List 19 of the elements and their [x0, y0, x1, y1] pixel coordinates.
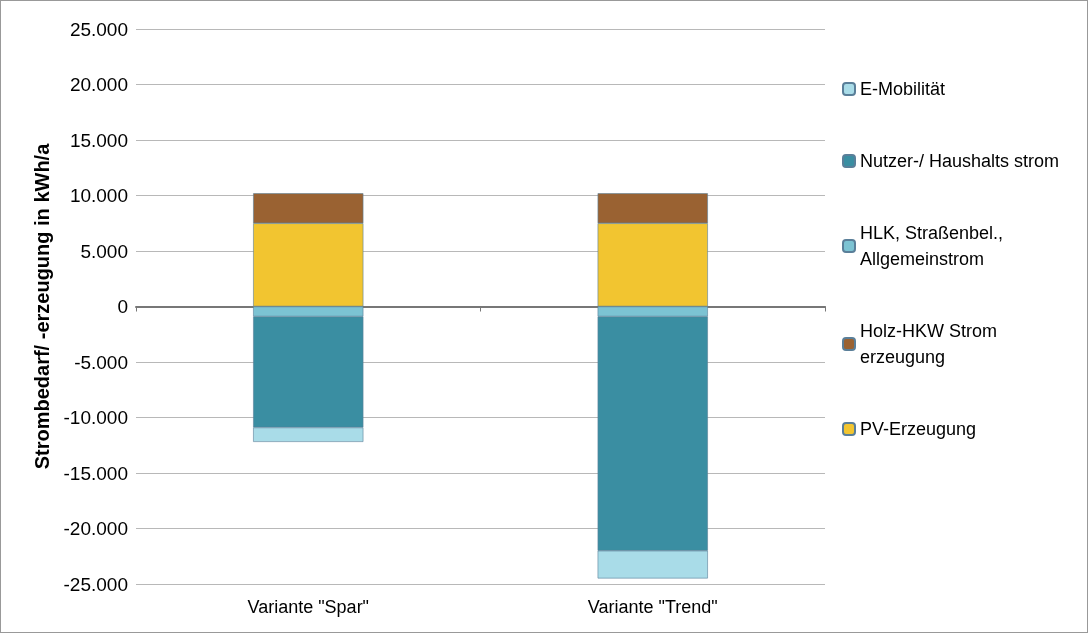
y-tick-label: -10.000	[63, 407, 128, 428]
y-tick-label: -15.000	[63, 462, 128, 484]
y-tick-label: -25.000	[63, 573, 128, 595]
y-tick-label: -20.000	[63, 518, 128, 539]
y-tick-label: 5.000	[80, 240, 128, 262]
y-tick-label: 25.000	[69, 18, 128, 40]
y-tick-label: -5.000	[74, 351, 128, 373]
legend-label: E-Mobilität	[860, 79, 946, 99]
y-tick-label: 15.000	[69, 129, 128, 151]
x-tick-label: Variante "Spar"	[247, 597, 370, 617]
y-axis-title: Strombedarf/ -erzeugung in kWh/a	[31, 142, 53, 470]
y-tick-label: 10.000	[69, 185, 128, 206]
legend-label: PV-Erzeugung	[860, 419, 977, 439]
y-tick-label: 20.000	[69, 74, 128, 95]
x-tick-label: Variante "Trend"	[587, 597, 718, 617]
y-tick-label: 0	[117, 296, 128, 317]
legend-label: HLK, Straßenbel., Allgemeinstrom	[860, 223, 1009, 269]
legend-label: Holz-HKW Strom erzeugung	[860, 321, 1003, 367]
legend-label: Nutzer-/ Haushalts strom	[860, 151, 1060, 171]
